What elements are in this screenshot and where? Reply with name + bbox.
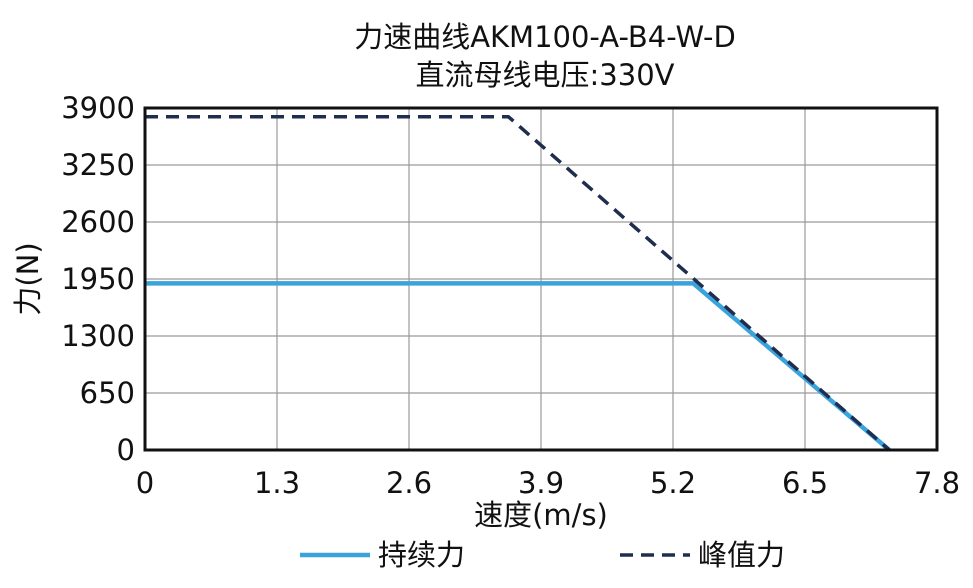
x-tick-label: 5.2	[650, 466, 696, 500]
y-tick-label: 2600	[61, 205, 135, 239]
y-tick-label: 1950	[61, 262, 135, 296]
y-tick-label: 3250	[61, 148, 135, 182]
y-tick-label: 3900	[61, 91, 135, 125]
legend-label: 峰值力	[698, 538, 785, 572]
legend: 持续力 峰值力	[300, 538, 785, 572]
x-tick-label: 7.8	[914, 466, 960, 500]
grid-lines	[145, 108, 937, 450]
x-tick-label: 0	[136, 466, 154, 500]
x-tick-label: 2.6	[386, 466, 432, 500]
x-axis-label: 速度(m/s)	[474, 498, 608, 532]
chart-title: 力速曲线AKM100-A-B4-W-D	[354, 20, 736, 54]
x-tick-labels: 0 1.3 2.6 3.9 5.2 6.5 7.8	[136, 466, 960, 500]
y-tick-label: 1300	[61, 319, 135, 353]
x-tick-label: 3.9	[518, 466, 564, 500]
y-tick-label: 650	[80, 376, 135, 410]
y-axis-label: 力(N)	[11, 242, 45, 315]
y-tick-label: 0	[117, 433, 135, 467]
x-tick-label: 1.3	[254, 466, 300, 500]
plot-frame	[143, 106, 939, 452]
series-line-1	[145, 115, 891, 452]
y-tick-labels: 0 650 1300 1950 2600 3250 3900	[61, 91, 135, 467]
series-lines	[145, 115, 891, 452]
legend-label: 持续力	[378, 538, 465, 572]
x-tick-label: 6.5	[782, 466, 828, 500]
series-line-0	[145, 281, 891, 452]
chart-subtitle: 直流母线电压:330V	[416, 58, 675, 92]
